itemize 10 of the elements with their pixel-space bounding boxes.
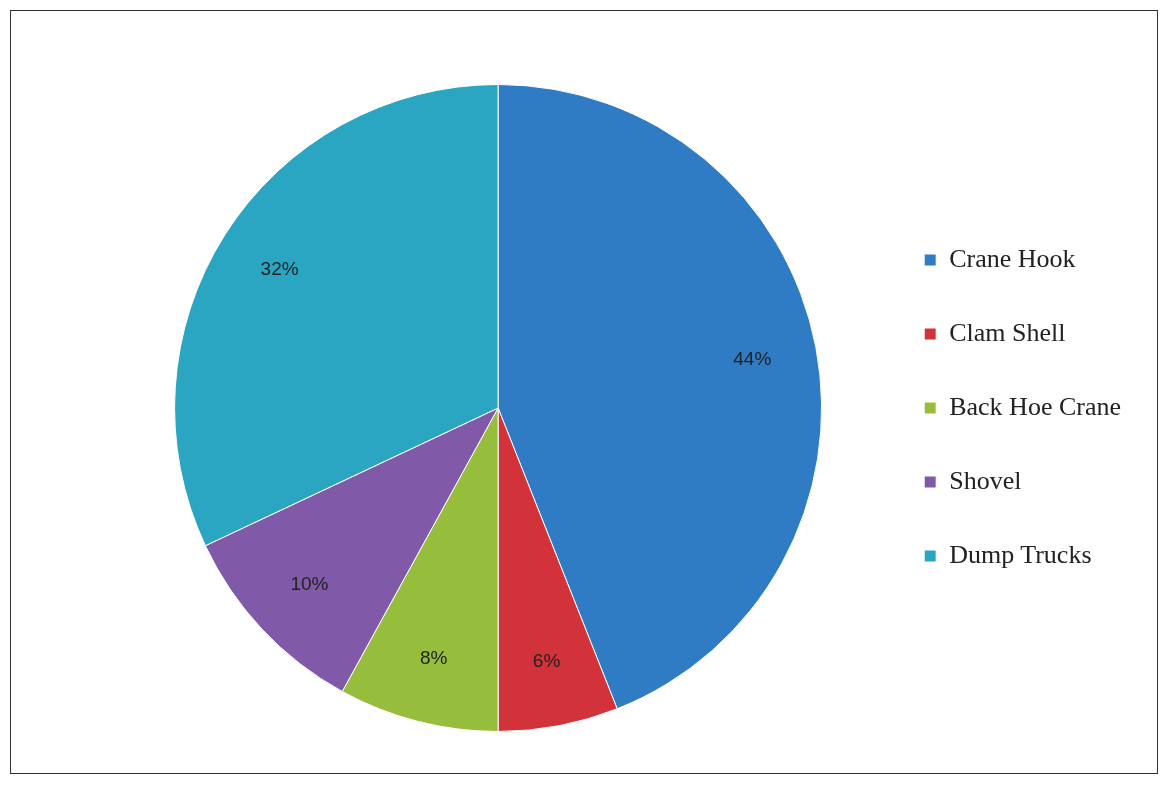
data-label: 8%	[420, 646, 448, 668]
data-label: 6%	[532, 650, 561, 672]
legend-label: Dump Trucks	[949, 539, 1092, 569]
data-label: 44%	[733, 347, 772, 369]
legend-label: Crane Hook	[949, 243, 1076, 273]
data-label: 10%	[290, 573, 329, 595]
legend-label: Shovel	[949, 465, 1022, 495]
data-label: 32%	[260, 257, 299, 279]
legend-label: Back Hoe Crane	[949, 391, 1122, 421]
legend-label: Clam Shell	[949, 317, 1066, 347]
